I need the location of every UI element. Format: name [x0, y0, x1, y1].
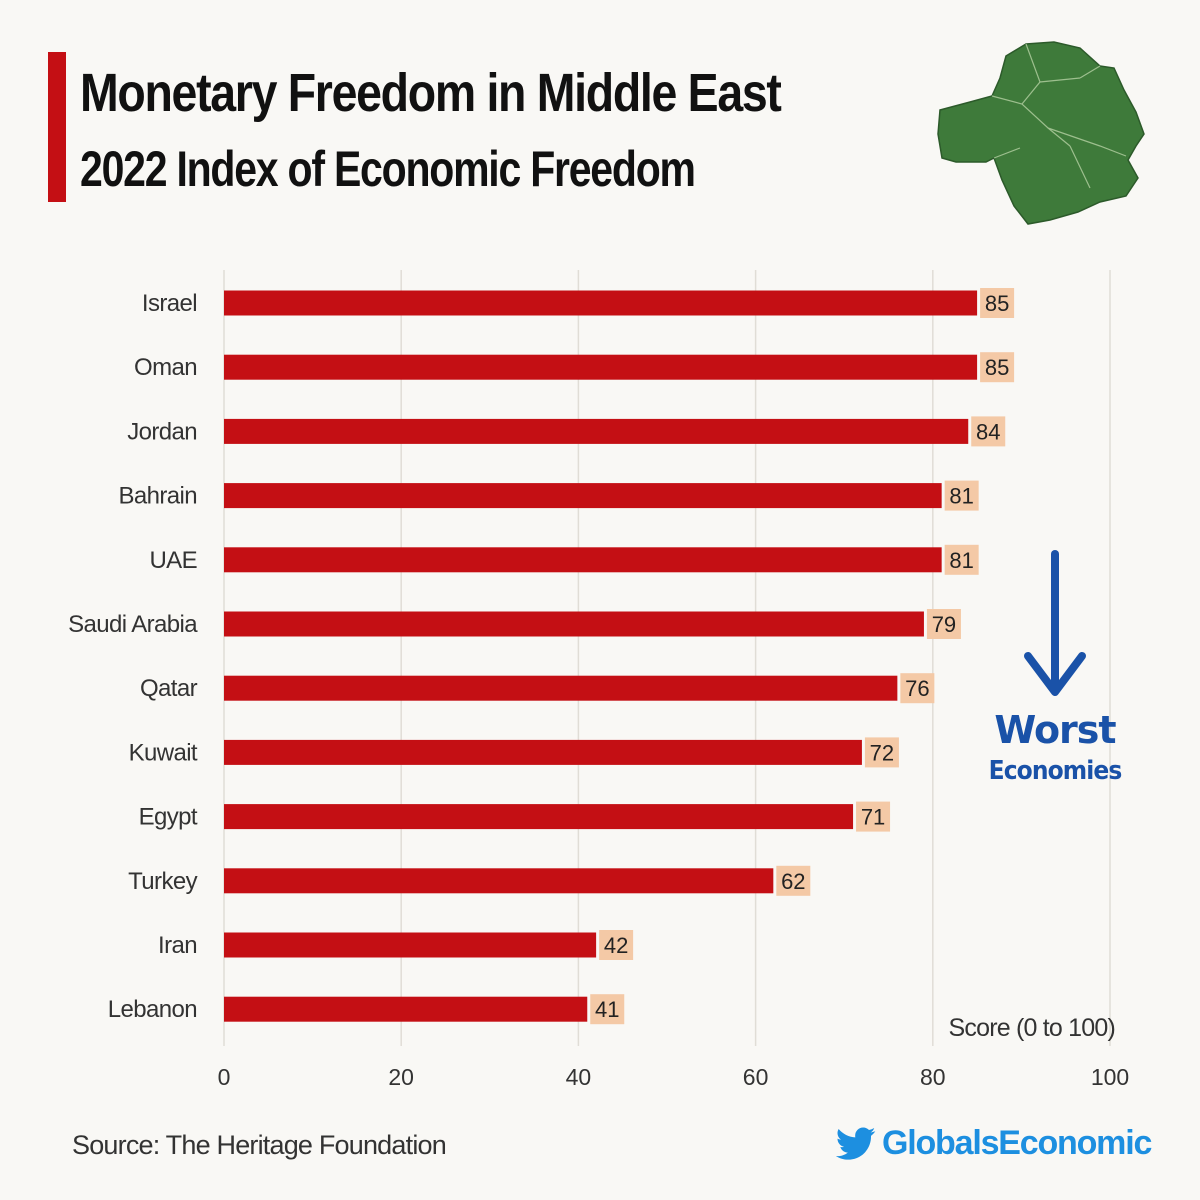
value-label-bg: [926, 609, 961, 639]
annotation-economies: Economies: [988, 756, 1123, 786]
x-axis-label: Score (0 to 100): [949, 1014, 1115, 1042]
chart-subtitle: 2022 Index of Economic Freedom: [80, 141, 696, 197]
x-tick-label: 0: [218, 1064, 231, 1090]
bar: [224, 804, 854, 830]
x-tick-label: 100: [1091, 1064, 1129, 1090]
annotation-worst: Worst: [994, 708, 1116, 752]
value-label: 71: [861, 805, 885, 830]
middle-east-map-icon: [937, 41, 1145, 225]
category-label: Iran: [158, 932, 197, 959]
category-label: UAE: [149, 547, 197, 574]
value-label: 41: [595, 997, 619, 1022]
value-label: 84: [976, 419, 1000, 444]
title-accent-bar: [48, 52, 66, 202]
category-label: Bahrain: [118, 483, 197, 510]
bar: [224, 611, 924, 637]
value-label: 72: [870, 740, 894, 765]
arrow-down-icon: [1024, 550, 1086, 696]
category-label: Israel: [142, 290, 197, 317]
bar: [224, 675, 898, 701]
value-label-bg: [971, 416, 1006, 447]
value-label: 76: [905, 676, 929, 701]
value-label-bg: [856, 801, 891, 832]
category-label: Jordan: [127, 418, 197, 445]
brand-handle[interactable]: GlobalsEconomic: [836, 1124, 1152, 1163]
value-label: 81: [949, 484, 973, 509]
value-label-bg: [900, 673, 935, 704]
value-label-bg: [776, 865, 811, 896]
bar: [224, 418, 969, 444]
category-label: Egypt: [139, 804, 198, 831]
value-label-bg: [980, 288, 1015, 318]
category-label: Saudi Arabia: [68, 611, 198, 638]
x-tick-label: 40: [566, 1064, 592, 1090]
bar: [224, 932, 597, 958]
value-label-bg: [590, 994, 625, 1025]
bar: [224, 868, 774, 894]
bar: [224, 547, 942, 573]
value-label-bg: [944, 544, 979, 575]
bar: [224, 354, 978, 380]
chart-title: Monetary Freedom in Middle East: [80, 63, 782, 123]
category-label: Oman: [134, 354, 197, 381]
value-label-bg: [599, 930, 634, 960]
brand-name: GlobalsEconomic: [882, 1124, 1152, 1162]
source-note: Source: The Heritage Foundation: [72, 1130, 447, 1160]
value-label-bg: [864, 737, 899, 768]
value-label: 81: [949, 548, 973, 573]
bar: [224, 290, 978, 316]
x-tick-label: 80: [920, 1064, 946, 1090]
bar: [224, 739, 862, 765]
x-tick-label: 60: [743, 1064, 769, 1090]
category-label: Kuwait: [129, 739, 198, 766]
bar: [224, 996, 588, 1022]
category-label: Qatar: [140, 675, 198, 702]
value-label: 85: [985, 355, 1009, 380]
value-label: 79: [932, 612, 956, 637]
value-label-bg: [944, 480, 979, 511]
value-label-bg: [980, 352, 1015, 383]
value-label: 62: [781, 869, 805, 894]
bar: [224, 483, 942, 509]
category-label: Lebanon: [108, 996, 197, 1023]
category-label: Turkey: [128, 868, 197, 895]
value-label: 85: [985, 291, 1009, 316]
value-label: 42: [604, 933, 628, 958]
twitter-bird-icon: [836, 1127, 876, 1160]
x-tick-label: 20: [388, 1064, 414, 1090]
